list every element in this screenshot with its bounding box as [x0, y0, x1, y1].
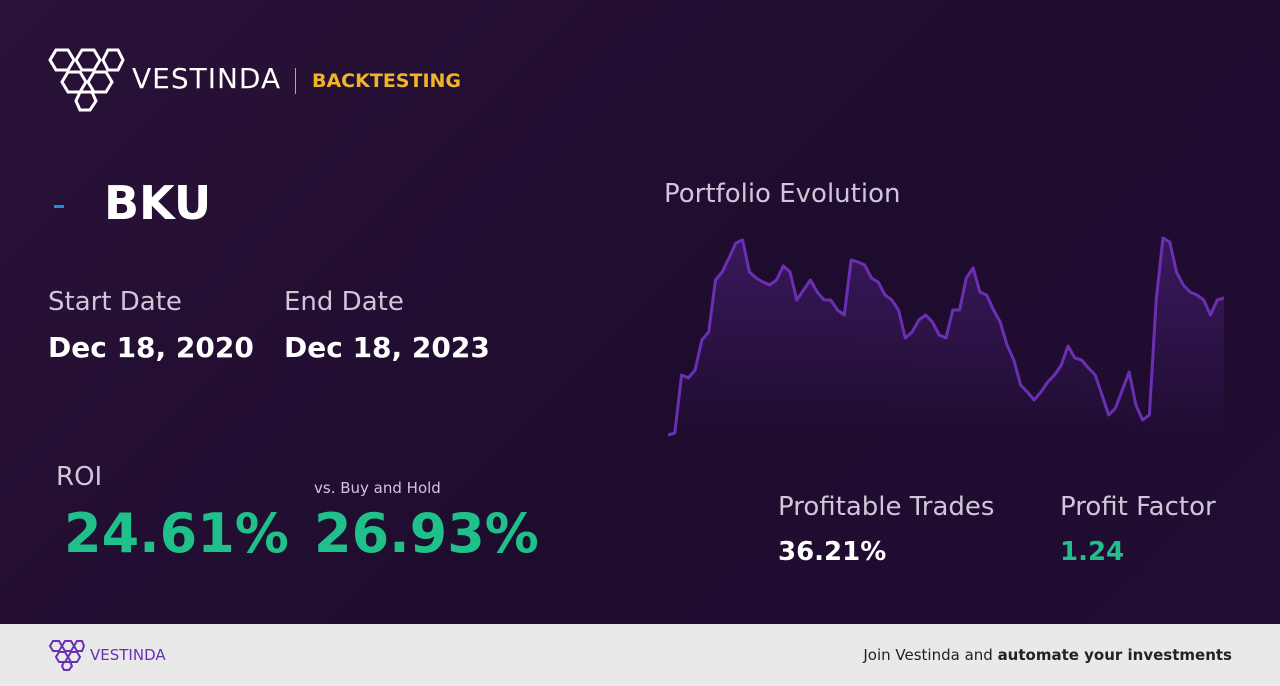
start-label: Start Date	[48, 287, 182, 317]
pf-value: 1.24	[1060, 537, 1125, 567]
chart	[667, 236, 1225, 437]
brand: VESTINDA	[132, 62, 282, 95]
start-value: Dec 18, 2020	[48, 331, 254, 364]
divider	[295, 68, 296, 94]
footer-cta: Join Vestinda and	[863, 646, 998, 664]
ticker-icon	[54, 205, 64, 208]
ticker: BKU	[104, 176, 212, 230]
logo	[48, 48, 125, 112]
roi-label: ROI	[56, 462, 103, 492]
bh-value: 26.93%	[314, 502, 539, 565]
chart-title: Portfolio Evolution	[664, 179, 901, 209]
pf-label: Profit Factor	[1060, 492, 1216, 522]
trades-label: Profitable Trades	[778, 492, 995, 522]
bh-label: vs. Buy and Hold	[314, 479, 441, 497]
trades-value: 36.21%	[778, 537, 887, 567]
footer-logo	[48, 640, 86, 671]
roi-value: 24.61%	[64, 502, 289, 565]
footer-cta-bold: automate your investments	[997, 646, 1232, 664]
section: BACKTESTING	[312, 70, 462, 92]
footer-text: Join Vestinda and automate your investme…	[863, 646, 1232, 664]
footer: VESTINDA Join Vestinda and automate your…	[0, 624, 1280, 686]
footer-brand: VESTINDA	[90, 646, 166, 664]
line	[667, 236, 1225, 437]
end-value: Dec 18, 2023	[284, 331, 490, 364]
end-label: End Date	[284, 287, 404, 317]
